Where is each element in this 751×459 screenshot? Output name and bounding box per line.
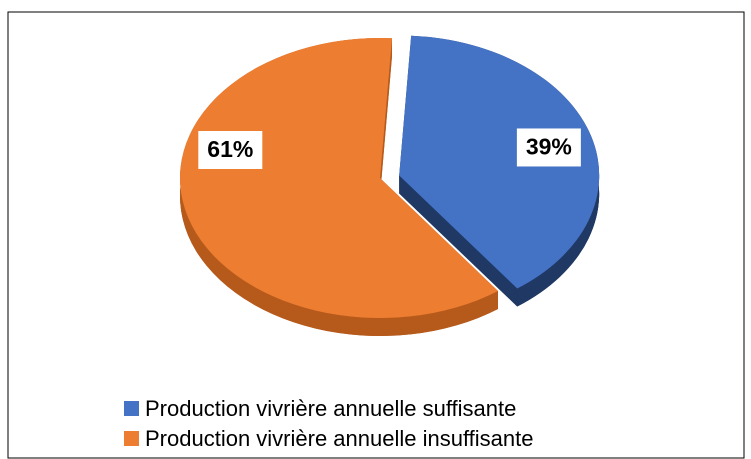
legend-swatch	[124, 401, 139, 416]
pie-slice	[399, 35, 600, 289]
slice-cut-face	[380, 38, 392, 196]
data-label-box	[516, 128, 581, 167]
pie-slice	[179, 37, 499, 318]
legend-label: Production vivrière annuelle suffisante	[145, 396, 516, 421]
data-label: 61%	[207, 136, 253, 162]
slice-side	[179, 37, 499, 336]
data-label-box	[198, 131, 263, 169]
slice-cut-face	[399, 175, 518, 307]
data-label: 39%	[526, 134, 572, 160]
legend-label: Production vivrière annuelle insuffisant…	[145, 426, 534, 451]
legend-swatch	[124, 431, 139, 446]
